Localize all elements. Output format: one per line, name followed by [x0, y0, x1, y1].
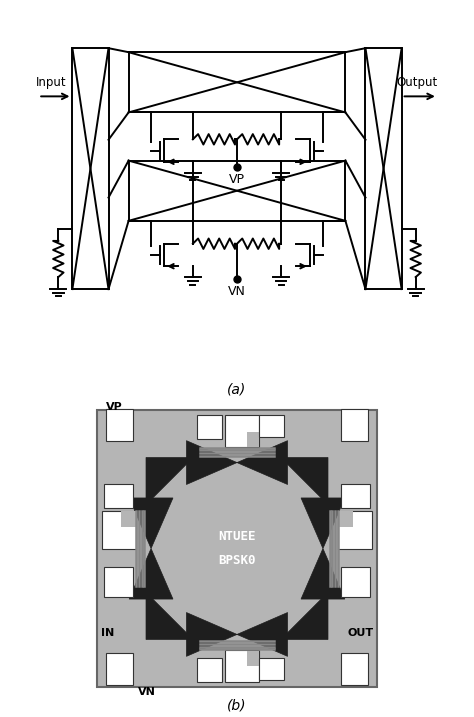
Bar — [341, 567, 370, 597]
Polygon shape — [237, 441, 288, 485]
Polygon shape — [301, 498, 345, 549]
Bar — [247, 432, 259, 447]
Bar — [128, 52, 346, 113]
Bar — [121, 511, 136, 526]
Bar — [104, 567, 133, 597]
Polygon shape — [301, 549, 345, 599]
Bar — [225, 415, 259, 447]
Bar — [247, 651, 259, 667]
Bar — [341, 485, 370, 508]
Bar — [338, 511, 372, 549]
Bar — [338, 511, 353, 526]
Bar — [341, 409, 368, 441]
Polygon shape — [186, 612, 237, 656]
Bar — [341, 653, 368, 685]
Polygon shape — [129, 498, 173, 549]
Polygon shape — [186, 441, 237, 485]
Text: (b): (b) — [227, 698, 247, 712]
Bar — [106, 409, 133, 441]
Text: VP: VP — [229, 173, 245, 186]
Bar — [128, 161, 346, 221]
Bar — [106, 653, 133, 685]
Text: IN: IN — [100, 628, 114, 637]
Bar — [365, 48, 401, 289]
Bar — [104, 485, 133, 508]
Polygon shape — [146, 457, 193, 505]
Polygon shape — [281, 592, 328, 640]
Text: NTUEE: NTUEE — [218, 530, 256, 543]
Text: VN: VN — [137, 687, 155, 697]
Bar — [73, 48, 109, 289]
Text: VN: VN — [228, 285, 246, 298]
Text: BPSK0: BPSK0 — [218, 554, 256, 567]
Text: Input: Input — [36, 76, 67, 89]
Bar — [259, 658, 284, 680]
Polygon shape — [237, 612, 288, 656]
Bar — [259, 415, 284, 437]
Text: VP: VP — [106, 402, 122, 412]
Bar — [102, 511, 136, 549]
Polygon shape — [129, 549, 173, 599]
Bar — [197, 658, 222, 682]
Text: (a): (a) — [228, 382, 246, 397]
Polygon shape — [281, 457, 328, 505]
Bar — [97, 410, 377, 687]
Bar — [225, 650, 259, 682]
Polygon shape — [146, 592, 193, 640]
Text: OUT: OUT — [347, 628, 374, 637]
Text: Output: Output — [397, 76, 438, 89]
Bar — [197, 415, 222, 439]
